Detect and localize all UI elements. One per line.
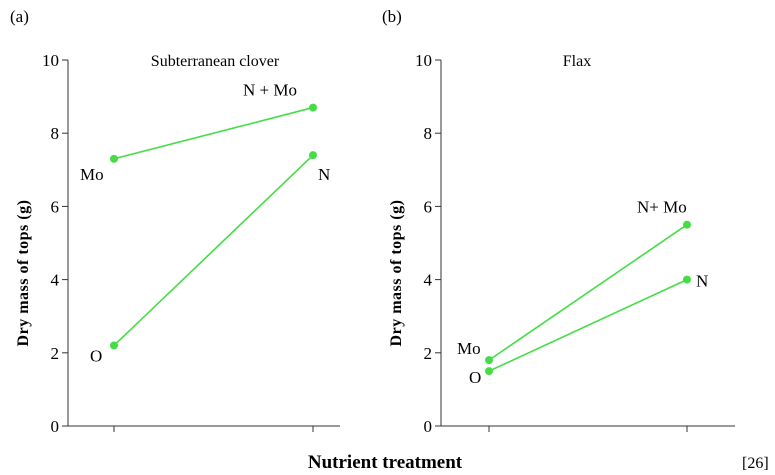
point-label: N + Mo <box>243 81 297 100</box>
point-label: O <box>90 346 102 365</box>
point-label: Mo <box>457 339 481 358</box>
y-tick-label: 10 <box>42 51 59 70</box>
point-label: N <box>318 165 330 184</box>
panel-title: Subterranean clover <box>151 53 280 70</box>
y-tick-label: 10 <box>415 51 432 70</box>
panel-letter: (a) <box>10 7 29 26</box>
point-label: N+ Mo <box>637 198 687 217</box>
y-axis-title: Dry mass of tops (g) <box>15 200 32 347</box>
reference-label: [26] <box>742 455 769 472</box>
series-line <box>113 154 314 347</box>
y-axis-title: Dry mass of tops (g) <box>388 200 405 347</box>
y-tick-label: 8 <box>424 124 433 143</box>
shared-x-axis-title: Nutrient treatment <box>308 452 463 473</box>
y-tick-label: 6 <box>424 197 433 216</box>
y-tick-label: 2 <box>51 344 60 363</box>
point-label: Mo <box>80 165 104 184</box>
data-point <box>485 367 493 376</box>
data-point <box>110 341 118 350</box>
data-point <box>110 154 118 163</box>
y-tick-label: 4 <box>51 271 60 290</box>
data-point <box>309 103 317 112</box>
data-point <box>485 356 493 365</box>
panel-title: Flax <box>563 53 591 70</box>
point-label: O <box>469 368 481 387</box>
y-tick-label: 8 <box>51 124 60 143</box>
y-tick-label: 6 <box>51 197 60 216</box>
point-label: N <box>696 272 708 291</box>
panel-letter: (b) <box>382 7 402 26</box>
y-tick-label: 0 <box>424 417 433 436</box>
y-tick-label: 4 <box>424 271 433 290</box>
y-tick-label: 2 <box>424 344 433 363</box>
series-line <box>488 278 688 372</box>
data-point <box>683 220 691 229</box>
data-point <box>683 275 691 284</box>
y-tick-label: 0 <box>51 417 60 436</box>
series-line <box>488 224 688 361</box>
series-line <box>113 106 314 160</box>
data-point <box>309 151 317 160</box>
